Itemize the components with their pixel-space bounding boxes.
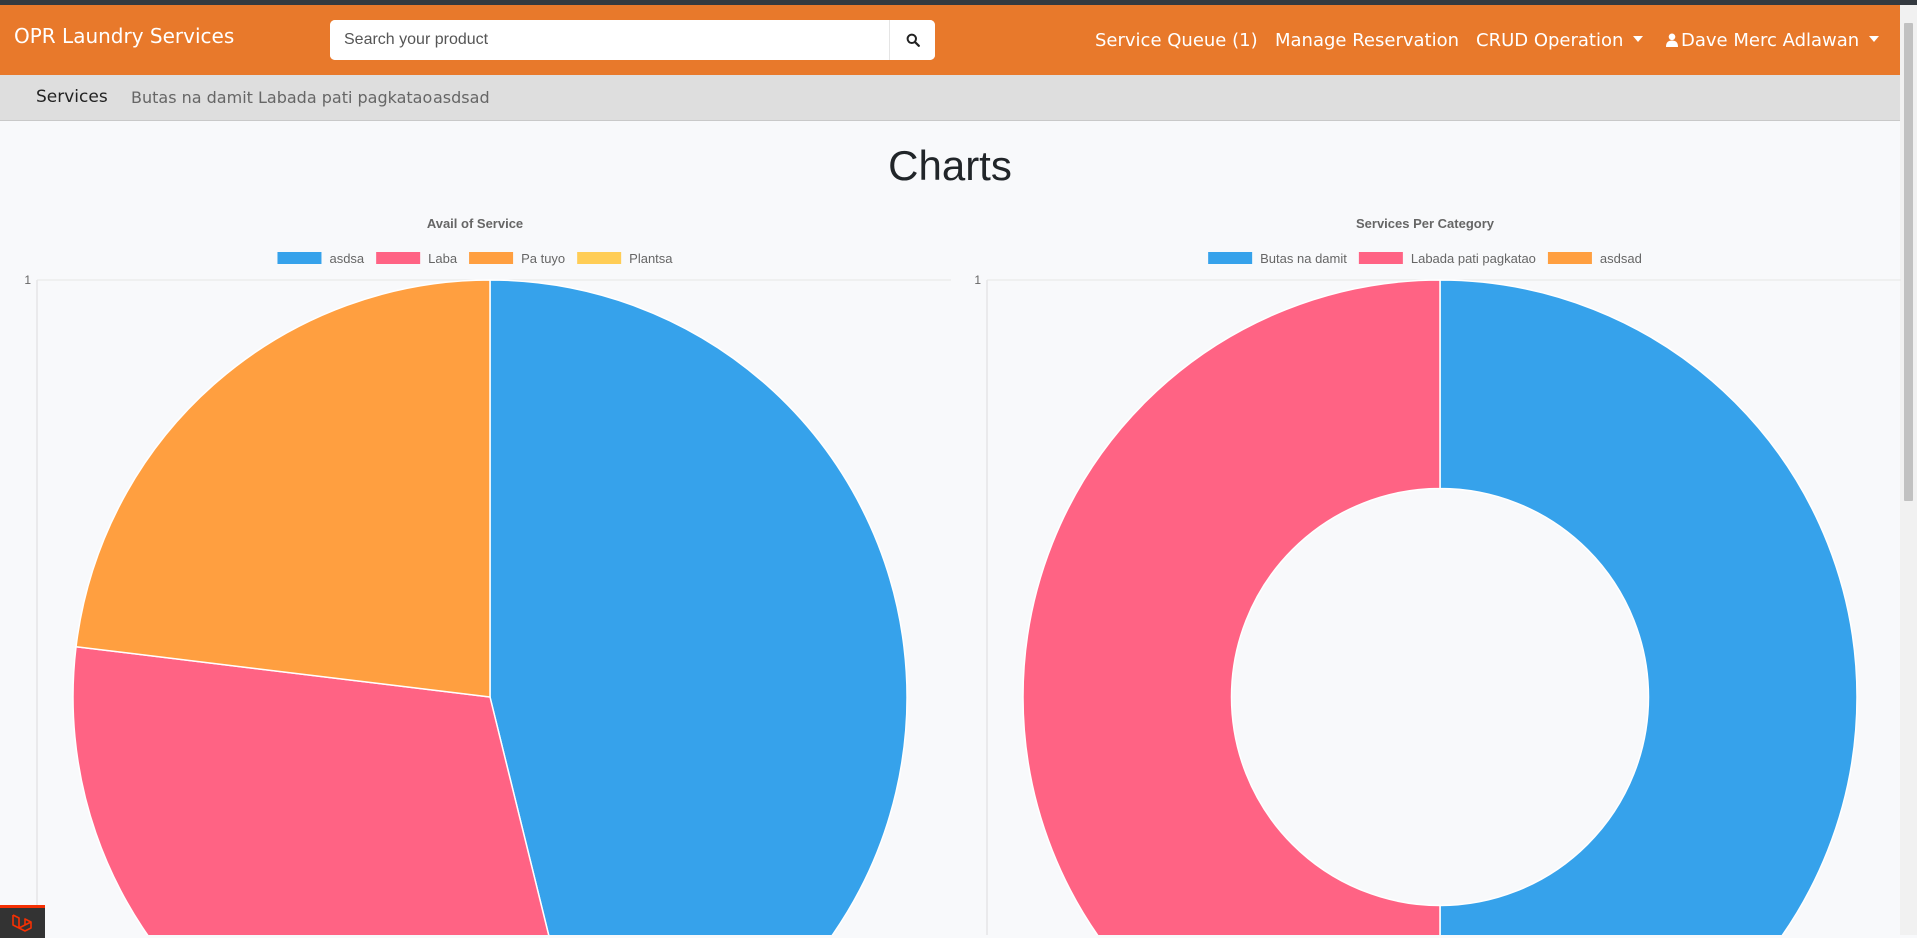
avail-of-service-chart: 1 Avail of Service asdsa Laba Pa tuyo Plantsa: [15, 210, 955, 935]
service-queue-link[interactable]: Service Queue (1): [1095, 30, 1258, 51]
subnav-item-services[interactable]: Services: [36, 87, 108, 107]
legend-label: Labada pati pagkatao: [1411, 251, 1536, 266]
manage-reservation-link[interactable]: Manage Reservation: [1275, 30, 1460, 51]
page-scrollbar[interactable]: [1900, 5, 1917, 935]
legend-item-plantsa[interactable]: Plantsa: [577, 251, 673, 266]
category-subnav: Services Butas na damit Labada pati pagk…: [0, 75, 1900, 121]
avail-of-service-svg: 1 Avail of Service asdsa Laba Pa tuyo Plantsa: [24, 216, 951, 935]
search-input[interactable]: [330, 20, 890, 60]
legend-label: asdsa: [329, 251, 364, 266]
legend-swatch: [1358, 252, 1403, 264]
navbar: OPR Laundry Services Service Queue (1) M…: [0, 5, 1917, 75]
legend-swatch: [1547, 252, 1592, 264]
page-title: Charts: [888, 142, 1012, 189]
slice-butas-na-damit[interactable]: [1439, 279, 1858, 935]
y-tick-label: 1: [24, 273, 31, 287]
legend-label: Laba: [428, 251, 458, 266]
legend-swatch: [469, 252, 514, 264]
legend-swatch: [376, 252, 421, 264]
laravel-debug-badge[interactable]: [0, 905, 45, 938]
legend-label: Pa tuyo: [521, 251, 565, 266]
laravel-logo-icon: [11, 914, 32, 932]
legend-label: Plantsa: [629, 251, 673, 266]
legend-label: asdsad: [1600, 251, 1642, 266]
legend-label: Butas na damit: [1260, 251, 1347, 266]
legend-item-laba[interactable]: Laba: [376, 251, 458, 266]
legend-item-pa-tuyo[interactable]: Pa tuyo: [469, 251, 565, 266]
crud-operation-dropdown[interactable]: CRUD Operation: [1476, 30, 1644, 51]
services-per-category-svg: 1 Services Per Category Butas na damit Laba…: [974, 216, 1901, 935]
chevron-down-icon: [1633, 36, 1644, 42]
legend-item-butas-na-damit[interactable]: Butas na damit: [1208, 251, 1347, 266]
slice-laba[interactable]: [72, 645, 590, 935]
search-form: [330, 20, 935, 60]
scrollbar-thumb[interactable]: [1904, 23, 1913, 501]
legend-swatch: [577, 252, 622, 264]
subnav-item-asdsad[interactable]: asdsad: [433, 88, 490, 107]
chart-title: Services Per Category: [1356, 216, 1495, 231]
subnav-item-butas-na-damit[interactable]: Butas na damit: [131, 88, 253, 107]
subnav-item-labada-pati-pagkatao[interactable]: Labada pati pagkatao: [258, 88, 433, 107]
y-tick-label: 1: [974, 273, 981, 287]
crud-operation-label: CRUD Operation: [1476, 30, 1624, 51]
user-icon: [1666, 33, 1678, 47]
search-icon: [906, 33, 920, 47]
legend-item-labada-pati-pagkatao[interactable]: Labada pati pagkatao: [1358, 251, 1536, 266]
chevron-down-icon: [1869, 36, 1880, 42]
user-menu-dropdown[interactable]: Dave Merc Adlawan: [1666, 30, 1880, 51]
services-per-category-chart: 1 Services Per Category Butas na damit Laba…: [965, 210, 1905, 935]
slice-labada-pati-pagkatao[interactable]: [1022, 279, 1441, 935]
browser-top-strip: [0, 0, 1917, 5]
chart-title: Avail of Service: [427, 216, 523, 231]
slice-pa-tuyo[interactable]: [75, 279, 491, 698]
legend-item-asdsa[interactable]: asdsa: [277, 251, 365, 266]
legend-item-asdsad[interactable]: asdsad: [1547, 251, 1642, 266]
brand-title[interactable]: OPR Laundry Services: [14, 24, 235, 48]
legend-swatch: [1208, 252, 1253, 264]
legend-swatch: [277, 252, 322, 264]
slice-asdsa[interactable]: [489, 279, 908, 935]
search-button[interactable]: [889, 20, 935, 60]
user-name: Dave Merc Adlawan: [1681, 30, 1860, 51]
